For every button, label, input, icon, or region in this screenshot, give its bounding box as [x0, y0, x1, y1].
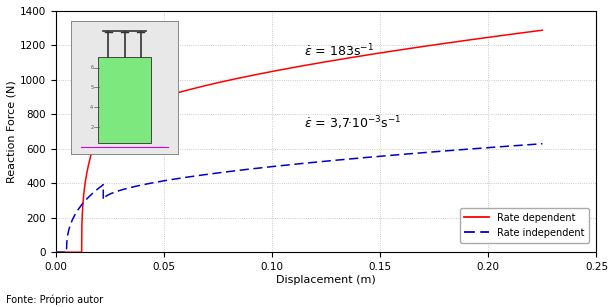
Legend: Rate dependent, Rate independent: Rate dependent, Rate independent [459, 208, 589, 243]
Bar [98, 57, 151, 143]
Text: 2: 2 [90, 125, 93, 130]
X-axis label: Displacement (m): Displacement (m) [276, 275, 376, 285]
Text: Fonte: Próprio autor: Fonte: Próprio autor [6, 295, 103, 305]
Text: $\dot{\varepsilon}$ = 183s$^{-1}$: $\dot{\varepsilon}$ = 183s$^{-1}$ [304, 43, 374, 59]
Text: $\dot{\varepsilon}$ = 3,7·10$^{-3}$s$^{-1}$: $\dot{\varepsilon}$ = 3,7·10$^{-3}$s$^{-… [304, 114, 402, 132]
Text: 6: 6 [90, 65, 93, 70]
Text: 5: 5 [90, 85, 93, 90]
Y-axis label: Reaction Force (N): Reaction Force (N) [7, 80, 17, 183]
Text: 4: 4 [90, 105, 93, 110]
